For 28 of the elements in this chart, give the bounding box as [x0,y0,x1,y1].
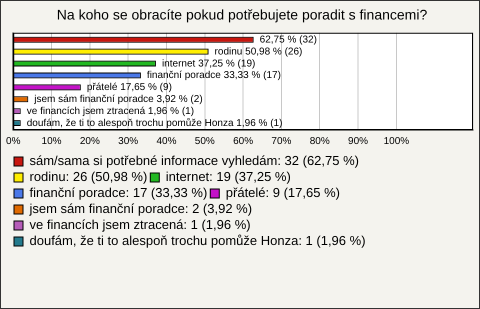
x-tick-label: 0% [6,136,21,147]
data-label: rodinu 50,98 % (26) [214,46,302,58]
x-tick-label: 20% [80,136,100,147]
x-tick-label: 10% [42,136,62,147]
x-tick-label: 40% [156,136,177,147]
legend-label: finanční poradce: 17 (33,33 %) [30,185,208,200]
x-tick-label: 80% [310,136,330,147]
data-label: finanční poradce 33,33 % (17) [146,70,281,82]
data-label: přátelé 17,65 % (9) [86,82,172,94]
x-tick-label: 90% [348,136,368,147]
legend-label: doufám, že ti to alespoň trochu pomůže Honza: 1 (1,96 %) [30,233,366,248]
data-label: 62,75 % (32) [260,34,317,46]
x-tick-label: 60% [233,136,254,147]
data-label: doufám, že ti to alespoň trochu pomůže Honza 1,96 % (1) [26,116,282,129]
legend-label: ve financích jsem ztracená: 1 (1,96 %) [30,217,251,232]
chart-title: Na koho se obracíte pokud potřebujete poradit s financemi? [56,6,428,22]
data-label: ve financích jsem ztracená 1,96 % (1) [26,106,194,117]
legend-label: internet: 19 (37,25 %) [166,169,291,184]
x-tick-label: 70% [271,136,292,147]
data-label: internet 37,25 % (19) [162,58,256,70]
legend-label: rodinu: 26 (50,98 %) [30,169,148,184]
legend-label: jsem sám finanční poradce: 2 (3,92 %) [28,201,252,216]
data-label: jsem sám finanční poradce 3,92 % (2) [33,94,203,106]
x-tick-label: 50% [194,136,215,147]
legend-label: sám/sama si potřebné informace vyhledám: 32 (62,75 %) [30,153,359,168]
legend-label: přátelé: 9 (17,65 %) [226,185,340,200]
x-tick-label: 30% [118,136,138,147]
x-tick-label: 100% [384,136,410,147]
